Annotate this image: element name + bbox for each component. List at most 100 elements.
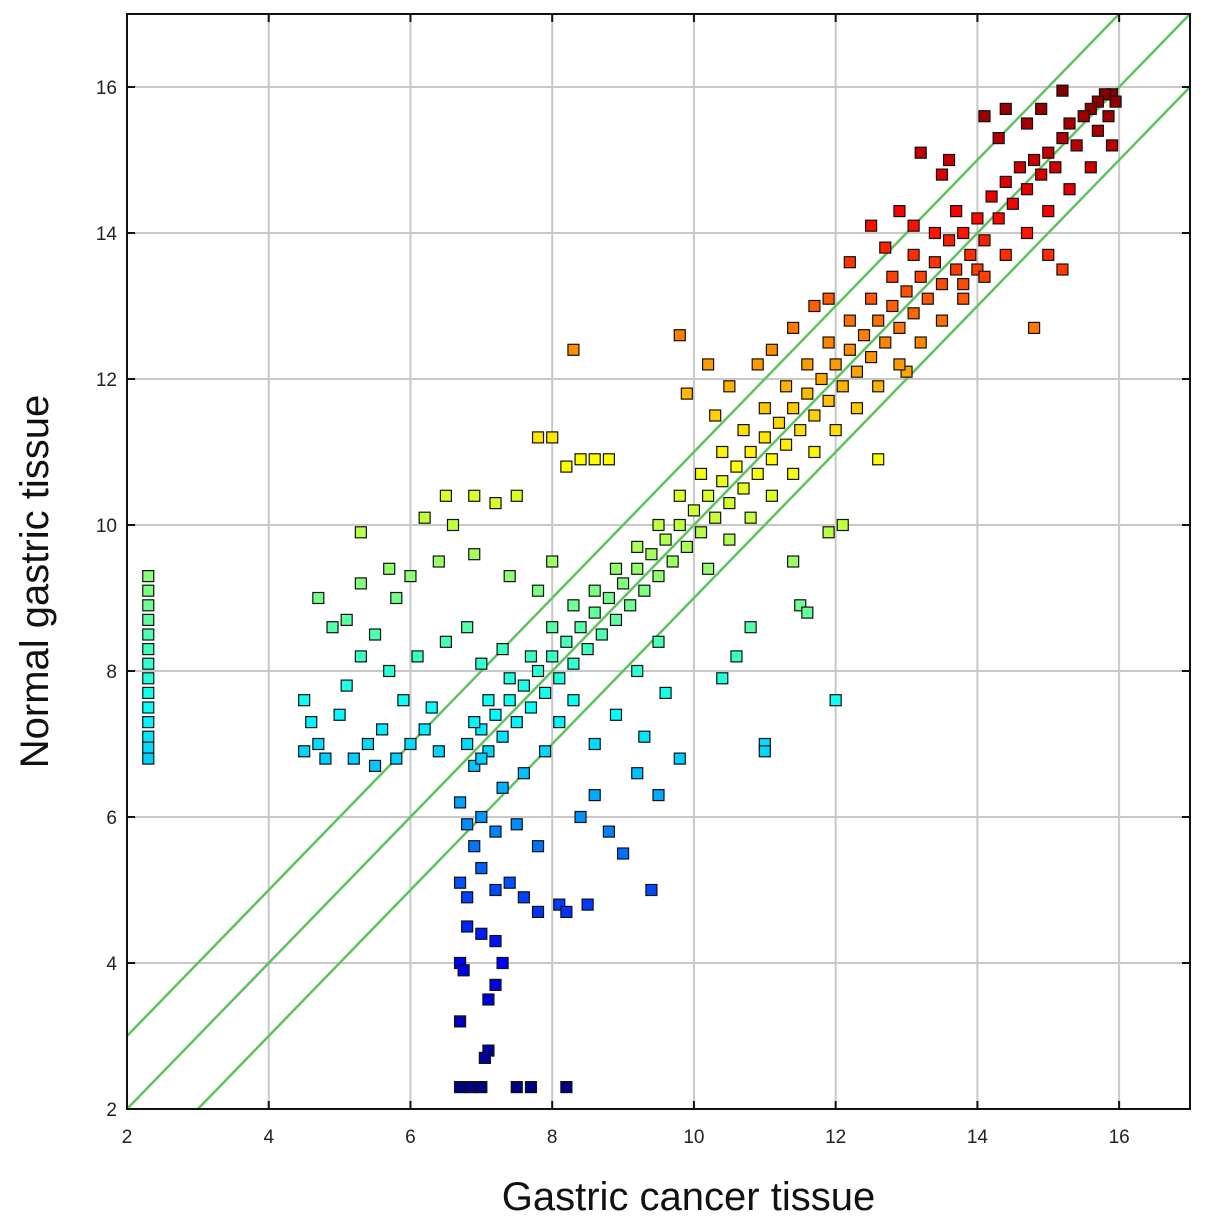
data-point <box>737 424 750 437</box>
data-point <box>1042 248 1055 261</box>
data-point <box>510 489 523 502</box>
data-point <box>142 741 155 754</box>
data-point <box>872 314 885 327</box>
y-tick-label: 10 <box>96 516 117 537</box>
data-point <box>978 110 991 123</box>
data-point <box>581 642 594 656</box>
data-point <box>439 489 452 502</box>
data-point <box>609 613 623 627</box>
data-point <box>482 694 495 707</box>
data-point <box>1070 139 1083 152</box>
data-point <box>744 511 757 524</box>
data-point <box>383 562 396 575</box>
data-point <box>673 518 686 532</box>
data-point <box>694 526 708 539</box>
y-tick-label: 12 <box>96 370 117 391</box>
data-point <box>652 635 665 648</box>
data-point <box>624 599 637 612</box>
data-point <box>879 241 892 254</box>
data-point <box>1042 205 1055 218</box>
data-point <box>716 475 729 488</box>
data-point <box>758 402 771 415</box>
data-point <box>531 431 545 444</box>
data-point <box>404 569 417 583</box>
data-point <box>999 248 1012 261</box>
data-point <box>312 591 325 605</box>
data-point <box>432 555 445 568</box>
data-point <box>142 657 155 670</box>
data-point <box>404 737 417 751</box>
data-point <box>935 168 949 181</box>
data-point <box>850 365 864 378</box>
data-point <box>1035 168 1048 181</box>
data-point <box>539 686 552 700</box>
data-point <box>461 891 474 904</box>
data-point <box>333 708 346 721</box>
x-tick-label: 6 <box>405 1127 416 1148</box>
data-point <box>475 657 488 670</box>
data-point <box>524 1080 538 1094</box>
data-point <box>298 694 311 707</box>
data-point <box>432 745 445 758</box>
data-point <box>1091 95 1104 108</box>
data-point <box>142 672 155 685</box>
data-point <box>446 518 460 532</box>
data-point <box>574 621 587 634</box>
data-point <box>588 788 601 802</box>
data-point <box>475 723 488 736</box>
data-point <box>1056 132 1069 145</box>
data-point <box>142 730 155 743</box>
data-point <box>567 694 580 707</box>
data-point <box>964 248 977 261</box>
data-point <box>347 752 360 765</box>
data-point <box>765 489 778 502</box>
data-point <box>588 584 601 597</box>
data-point <box>815 372 828 386</box>
data-point <box>418 723 431 736</box>
data-point <box>142 715 155 729</box>
data-point <box>631 540 644 554</box>
data-point <box>326 621 339 634</box>
data-point <box>496 730 509 743</box>
data-point <box>822 292 835 305</box>
data-point <box>673 329 686 342</box>
data-point <box>453 876 467 889</box>
data-point <box>1013 161 1027 174</box>
data-point <box>340 679 353 692</box>
data-point <box>517 767 530 780</box>
x-axis-title: Gastric cancer tissue <box>502 1175 875 1219</box>
data-point <box>560 905 573 919</box>
data-point <box>517 891 530 904</box>
data-point <box>546 431 559 444</box>
data-point <box>376 723 389 736</box>
data-point <box>723 497 736 510</box>
y-tick-label: 4 <box>106 954 117 975</box>
data-point <box>744 621 757 634</box>
data-point <box>581 898 594 911</box>
data-point <box>468 840 481 853</box>
data-point <box>475 1080 488 1094</box>
data-point <box>680 387 693 400</box>
data-point <box>390 591 403 605</box>
data-point <box>666 555 679 568</box>
data-point <box>354 526 367 539</box>
data-point <box>942 153 956 167</box>
data-point <box>822 526 835 539</box>
data-point <box>872 453 885 466</box>
data-point <box>652 518 665 532</box>
data-point <box>478 1051 491 1065</box>
data-point <box>496 642 509 656</box>
data-point <box>588 453 601 466</box>
data-point <box>312 737 325 751</box>
data-point <box>843 314 856 327</box>
data-point <box>914 336 927 349</box>
data-point <box>574 810 587 824</box>
data-point <box>503 694 516 707</box>
data-point <box>142 686 155 700</box>
data-point <box>680 540 693 554</box>
reference-line <box>196 86 1191 1110</box>
data-point <box>425 701 438 714</box>
data-point <box>503 876 516 889</box>
data-point <box>142 642 155 656</box>
data-point <box>950 263 963 276</box>
